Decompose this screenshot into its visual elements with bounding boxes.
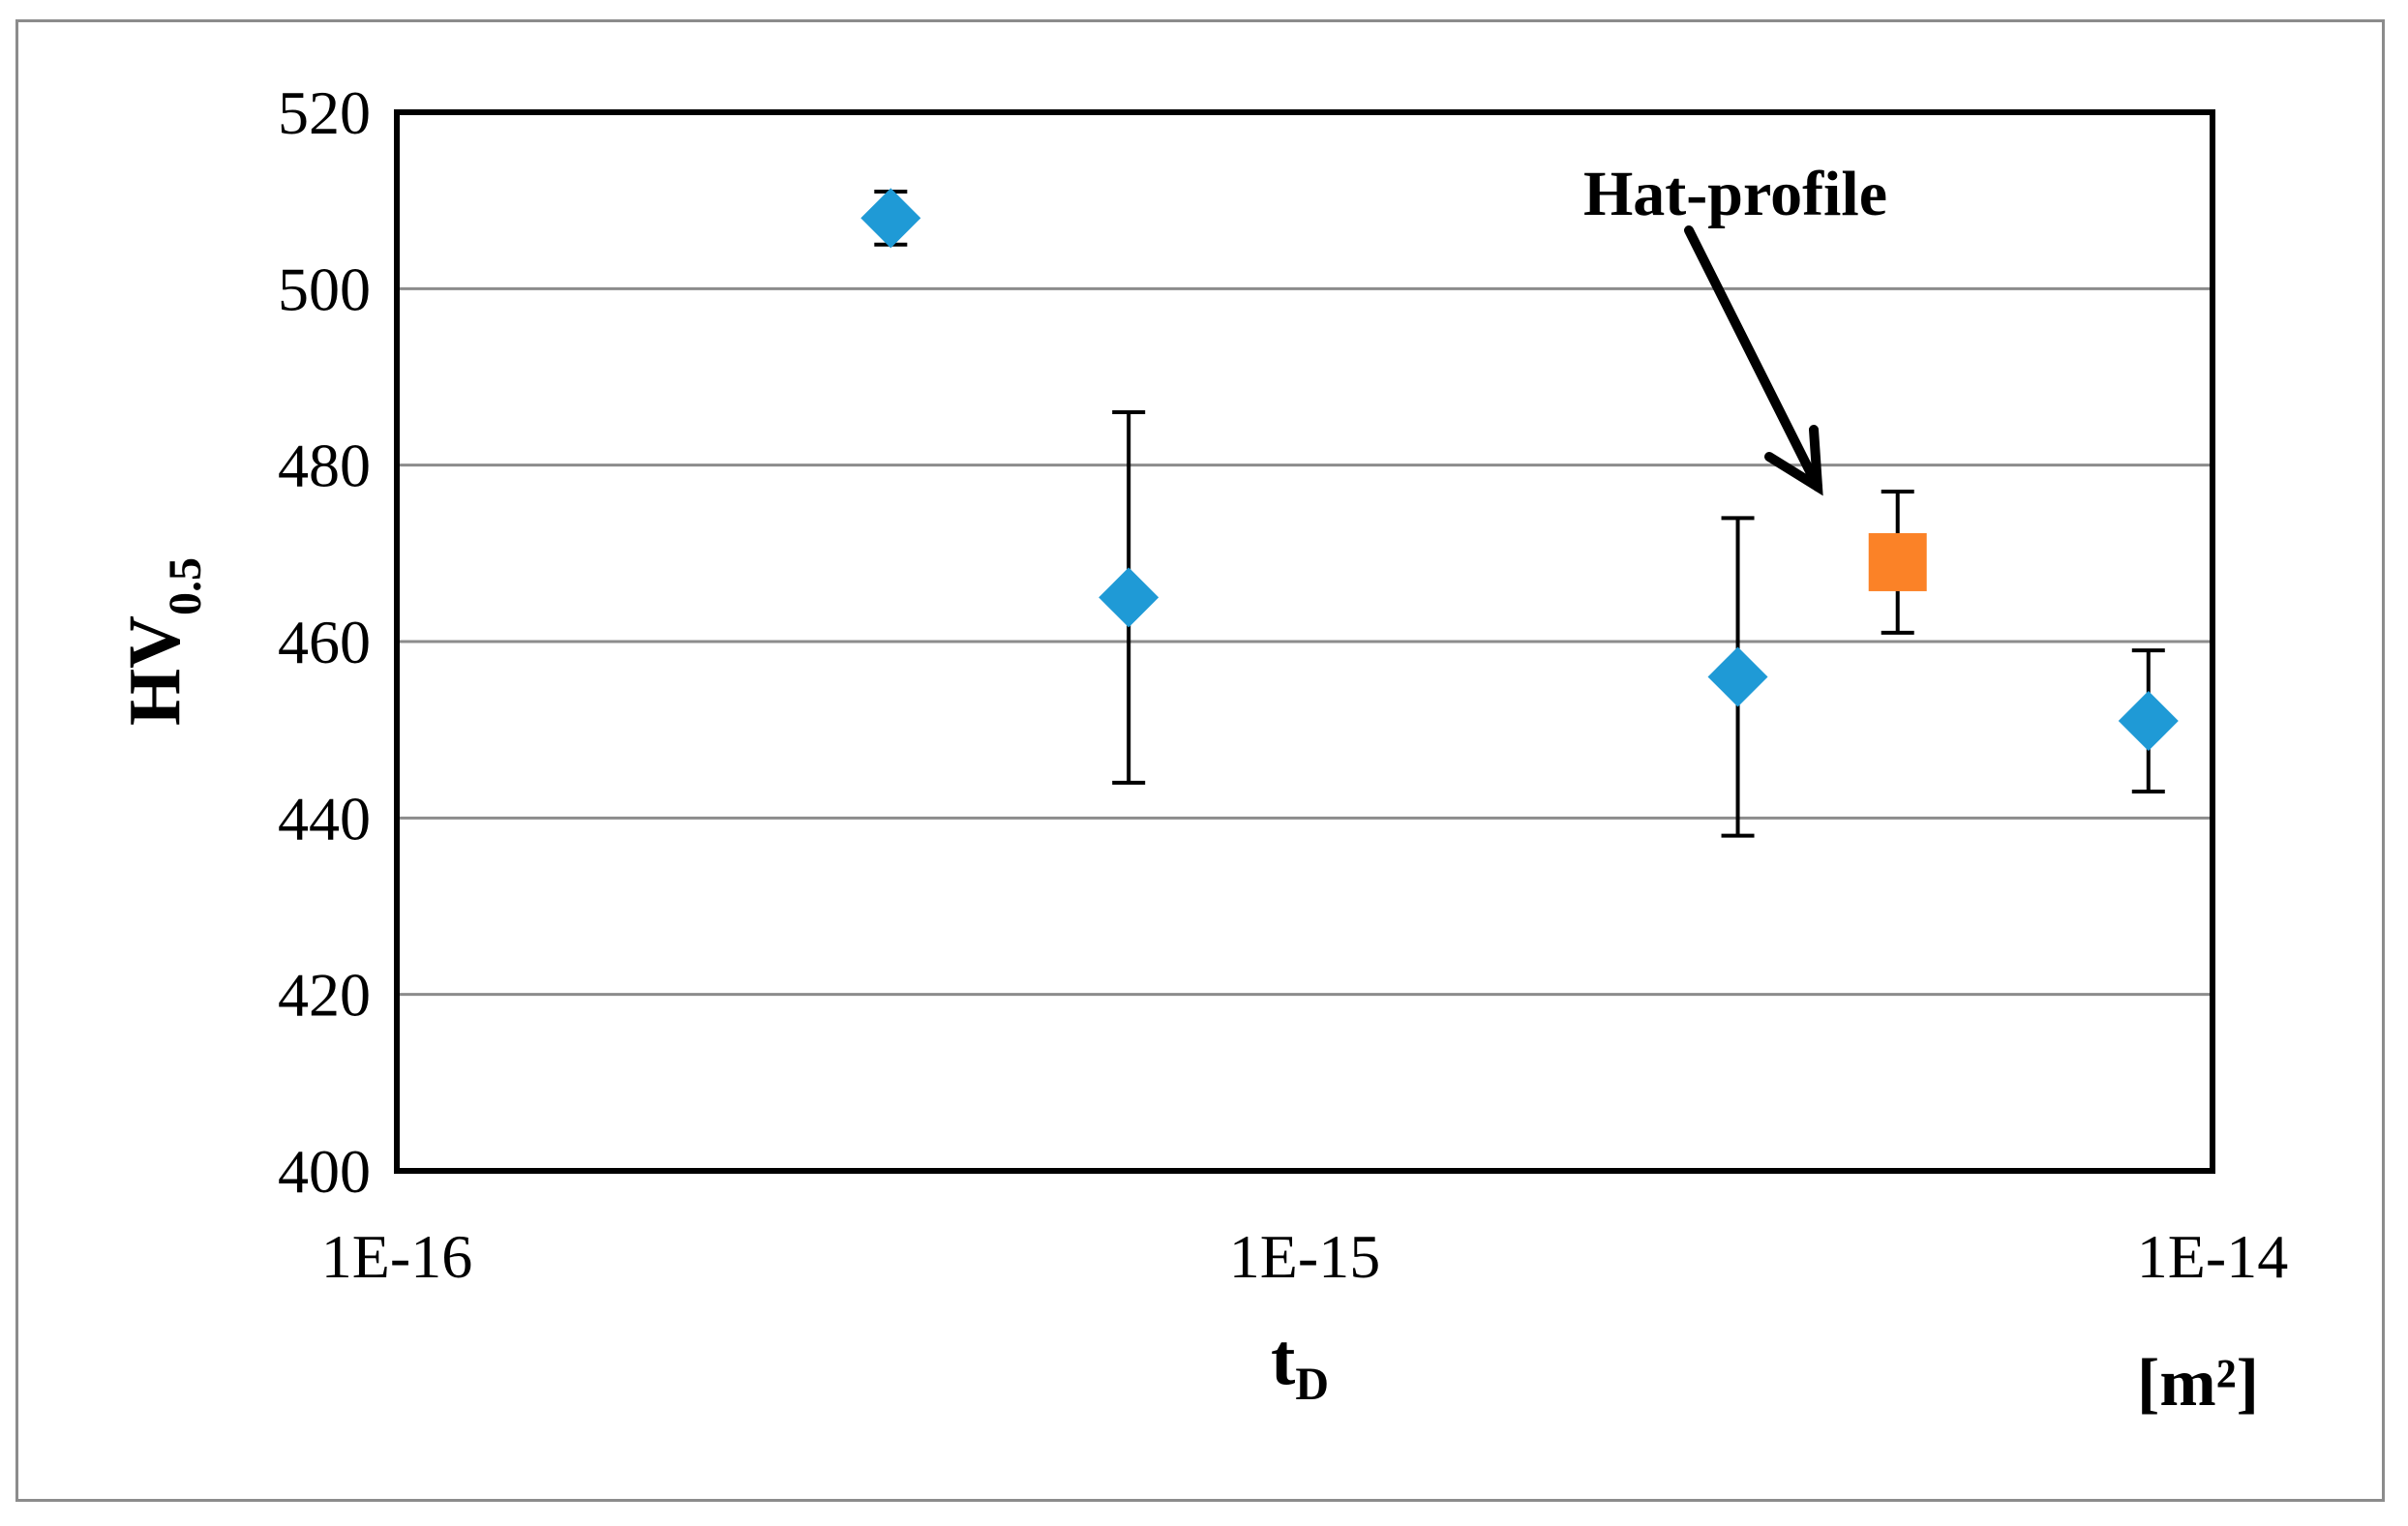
annotation-arrow-head: [1764, 425, 1823, 496]
gridlines: [397, 286, 2212, 997]
y-tick-label: 420: [278, 961, 371, 1030]
annotation-arrow-shaft: [1684, 225, 1822, 492]
y-tick-label: 460: [278, 608, 371, 676]
y-tick-label: 400: [278, 1137, 371, 1206]
x-tick-label: 1E-15: [1229, 1222, 1380, 1291]
x-tick-label: 1E-14: [2137, 1222, 2288, 1291]
y-axis-ticks: 400 420 440 460 480 500 520: [278, 78, 371, 1206]
data-point-square: [1868, 532, 1927, 591]
y-tick-label: 480: [278, 432, 371, 500]
x-tick-label: 1E-16: [321, 1222, 472, 1291]
plot-area: [394, 109, 2215, 1174]
data-point-diamond: [860, 188, 921, 249]
data-points: [860, 188, 2179, 838]
y-tick-label: 440: [278, 784, 371, 853]
y-tick-label: 520: [278, 78, 371, 147]
x-axis-ticks: 1E-16 1E-15 1E-14: [321, 1222, 2288, 1291]
chart-frame: [15, 19, 2385, 1502]
annotation-hat-profile: Hat-profile: [1583, 159, 1887, 229]
data-point-diamond: [1707, 646, 1768, 707]
y-tick-label: 500: [278, 254, 371, 323]
data-point-diamond: [2118, 691, 2179, 752]
x-axis-title: tD: [1271, 1319, 1329, 1410]
data-point-diamond: [1099, 567, 1159, 628]
x-axis-unit-label: [m²]: [2137, 1346, 2259, 1421]
y-axis-title: HV0.5: [114, 557, 211, 726]
annotation-layer: Hat-profile: [1583, 159, 1887, 496]
